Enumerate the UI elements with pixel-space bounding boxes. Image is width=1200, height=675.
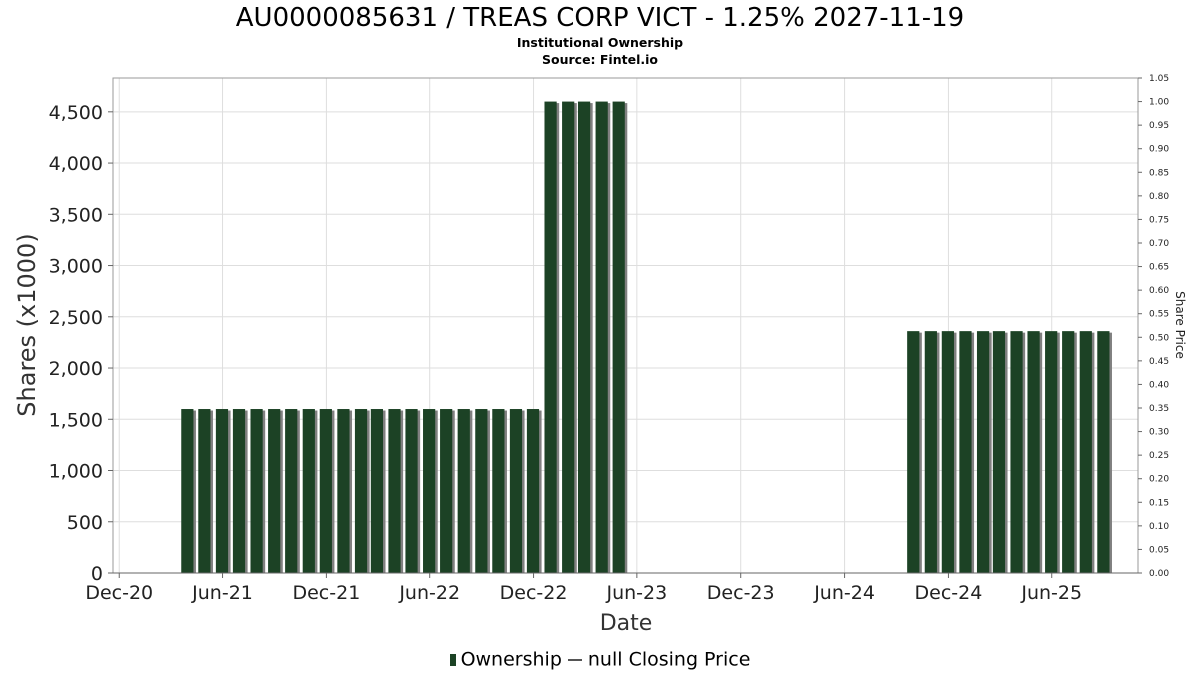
chart-subtitle: Institutional Ownership bbox=[516, 35, 684, 50]
x-tick-label: Dec-21 bbox=[292, 582, 360, 604]
ownership-bar bbox=[354, 409, 368, 573]
ownership-bar bbox=[612, 101, 625, 574]
legend-price-label: null Closing Price bbox=[587, 648, 751, 671]
y2-axis-title: Share Price bbox=[1173, 291, 1187, 359]
ownership-bar bbox=[181, 409, 194, 573]
ownership-bar bbox=[337, 409, 350, 573]
y2-tick-label: 0.10 bbox=[1149, 522, 1169, 532]
y2-tick-label: 0.65 bbox=[1149, 263, 1169, 273]
ownership-bar bbox=[215, 409, 229, 573]
y-tick-label: 3,000 bbox=[49, 256, 103, 278]
y-tick-label: 0 bbox=[91, 563, 103, 585]
y2-tick-label: 0.85 bbox=[1149, 168, 1169, 178]
chart-title: AU0000085631 / TREAS CORP VICT - 1.25% 2… bbox=[235, 3, 965, 33]
ownership-bar bbox=[405, 409, 418, 573]
y2-tick-label: 0.80 bbox=[1149, 192, 1169, 202]
ownership-bar bbox=[544, 101, 557, 574]
y-tick-label: 2,000 bbox=[49, 358, 103, 380]
legend-price-line bbox=[567, 658, 582, 661]
x-tick-label: Dec-22 bbox=[500, 582, 568, 604]
ownership-bar bbox=[1062, 331, 1075, 573]
ownership-bar bbox=[370, 409, 384, 573]
chart-legend: Ownership null Closing Price bbox=[0, 646, 1200, 673]
x-tick-label: Dec-24 bbox=[915, 582, 983, 604]
ownership-bar bbox=[959, 331, 972, 573]
y2-tick-label: 0.35 bbox=[1149, 404, 1169, 414]
y2-tick-label: 0.90 bbox=[1149, 145, 1169, 155]
ownership-bar bbox=[562, 101, 575, 574]
y-tick-label: 2,500 bbox=[49, 307, 103, 329]
x-tick-label: Jun-21 bbox=[191, 582, 253, 604]
x-tick-label: Jun-23 bbox=[605, 582, 667, 604]
legend-ownership-swatch bbox=[449, 653, 456, 666]
ownership-bar bbox=[1079, 331, 1092, 573]
y2-tick-label: 0.75 bbox=[1149, 215, 1169, 225]
y2-tick-label: 0.30 bbox=[1149, 428, 1169, 438]
ownership-bar bbox=[1027, 331, 1040, 573]
ownership-bar bbox=[457, 409, 470, 573]
ownership-bar bbox=[250, 409, 263, 573]
ownership-bar bbox=[976, 331, 990, 573]
y2-tick-label: 0.20 bbox=[1149, 475, 1169, 485]
y-tick-label: 1,500 bbox=[49, 409, 103, 431]
ownership-bar bbox=[492, 409, 505, 573]
y2-tick-label: 0.05 bbox=[1149, 545, 1169, 555]
y2-tick-label: 1.05 bbox=[1149, 74, 1169, 84]
ownership-bar bbox=[907, 331, 920, 573]
ownership-bar bbox=[595, 101, 608, 574]
y2-tick-label: 0.50 bbox=[1149, 333, 1169, 343]
x-tick-label: Jun-22 bbox=[398, 582, 460, 604]
y2-tick-label: 0.00 bbox=[1149, 569, 1169, 579]
ownership-bar bbox=[1097, 331, 1110, 573]
y-tick-label: 4,500 bbox=[49, 102, 103, 124]
y2-tick-label: 0.45 bbox=[1149, 357, 1169, 367]
ownership-bar bbox=[285, 409, 298, 573]
y2-tick-label: 0.70 bbox=[1149, 239, 1169, 249]
x-tick-label: Jun-24 bbox=[813, 582, 875, 604]
ownership-bar bbox=[440, 409, 453, 573]
ownership-bar bbox=[577, 101, 591, 574]
y2-tick-label: 1.00 bbox=[1149, 98, 1169, 108]
legend-ownership-label: Ownership bbox=[460, 648, 562, 671]
y-tick-label: 3,500 bbox=[49, 204, 103, 226]
ownership-bar bbox=[924, 331, 937, 573]
y-tick-label: 500 bbox=[67, 512, 103, 534]
ownership-bar bbox=[423, 409, 436, 573]
ownership-bar bbox=[941, 331, 954, 573]
y2-tick-label: 0.60 bbox=[1149, 286, 1169, 296]
ownership-bar bbox=[198, 409, 211, 573]
y2-tick-label: 0.25 bbox=[1149, 451, 1169, 461]
ownership-bar bbox=[319, 409, 332, 573]
ownership-bar bbox=[388, 409, 401, 573]
y-axis-title: Shares (x1000) bbox=[13, 233, 41, 416]
y2-tick-label: 0.15 bbox=[1149, 498, 1169, 508]
x-tick-label: Dec-23 bbox=[707, 582, 775, 604]
y2-tick-label: 0.95 bbox=[1149, 121, 1169, 131]
y-tick-label: 4,000 bbox=[49, 153, 103, 175]
ownership-bar bbox=[1045, 331, 1058, 573]
y2-tick-label: 0.40 bbox=[1149, 380, 1169, 390]
ownership-bar bbox=[992, 331, 1006, 573]
ownership-bar bbox=[526, 409, 540, 573]
ownership-bar bbox=[1010, 331, 1023, 573]
ownership-bar bbox=[268, 409, 281, 573]
ownership-bar bbox=[509, 409, 523, 573]
ownership-bar bbox=[475, 409, 488, 573]
ownership-chart: 0 500 1,000 1,500 2,000 2,500 3,000 3,500 4,000 4… bbox=[13, 74, 1187, 636]
ownership-bar bbox=[232, 409, 246, 573]
y-tick-label: 1,000 bbox=[49, 461, 103, 483]
ownership-bar bbox=[302, 409, 315, 573]
x-axis-title: Date bbox=[600, 611, 653, 636]
x-tick-label: Dec-20 bbox=[85, 582, 153, 604]
x-tick-label: Jun-25 bbox=[1020, 582, 1082, 604]
chart-source: Source: Fintel.io bbox=[542, 52, 658, 67]
y2-tick-label: 0.55 bbox=[1149, 310, 1169, 320]
